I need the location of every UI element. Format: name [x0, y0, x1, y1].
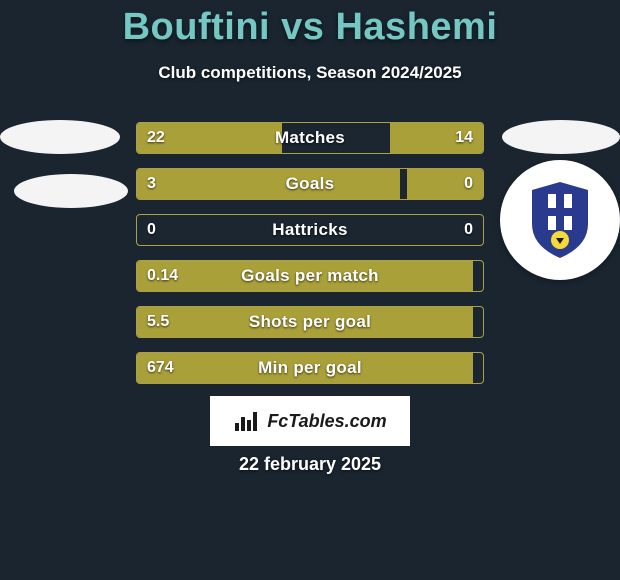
bar-row-hattricks: 0 Hattricks 0: [136, 214, 484, 246]
bar-chart-icon: [233, 409, 261, 433]
bar-value-right: 0: [464, 169, 473, 199]
bar-row-goals: 3 Goals 0: [136, 168, 484, 200]
date-text: 22 february 2025: [0, 454, 620, 475]
player-left-club-placeholder: [14, 174, 128, 208]
bar-label: Hattricks: [137, 215, 483, 245]
bar-label: Goals: [137, 169, 483, 199]
bar-value-right: 0: [464, 215, 473, 245]
bar-row-shots-per-goal: 5.5 Shots per goal: [136, 306, 484, 338]
player-right-avatar-placeholder: [502, 120, 620, 154]
bar-label: Min per goal: [137, 353, 483, 383]
page-title: Bouftini vs Hashemi: [0, 0, 620, 49]
brand-badge: FcTables.com: [210, 396, 410, 446]
bar-row-matches: 22 Matches 14: [136, 122, 484, 154]
infographic-root: Bouftini vs Hashemi Club competitions, S…: [0, 0, 620, 580]
player-right-club-badge: [500, 160, 620, 280]
shield-icon: [526, 180, 594, 260]
bar-label: Goals per match: [137, 261, 483, 291]
brand-text: FcTables.com: [267, 411, 386, 432]
bar-label: Shots per goal: [137, 307, 483, 337]
player-left-avatar-placeholder: [0, 120, 120, 154]
bar-row-min-per-goal: 674 Min per goal: [136, 352, 484, 384]
comparison-bars: 22 Matches 14 3 Goals 0 0 Hattricks 0 0.…: [136, 122, 484, 398]
bar-value-right: 14: [455, 123, 473, 153]
bar-label: Matches: [137, 123, 483, 153]
subtitle: Club competitions, Season 2024/2025: [0, 63, 620, 83]
bar-row-goals-per-match: 0.14 Goals per match: [136, 260, 484, 292]
